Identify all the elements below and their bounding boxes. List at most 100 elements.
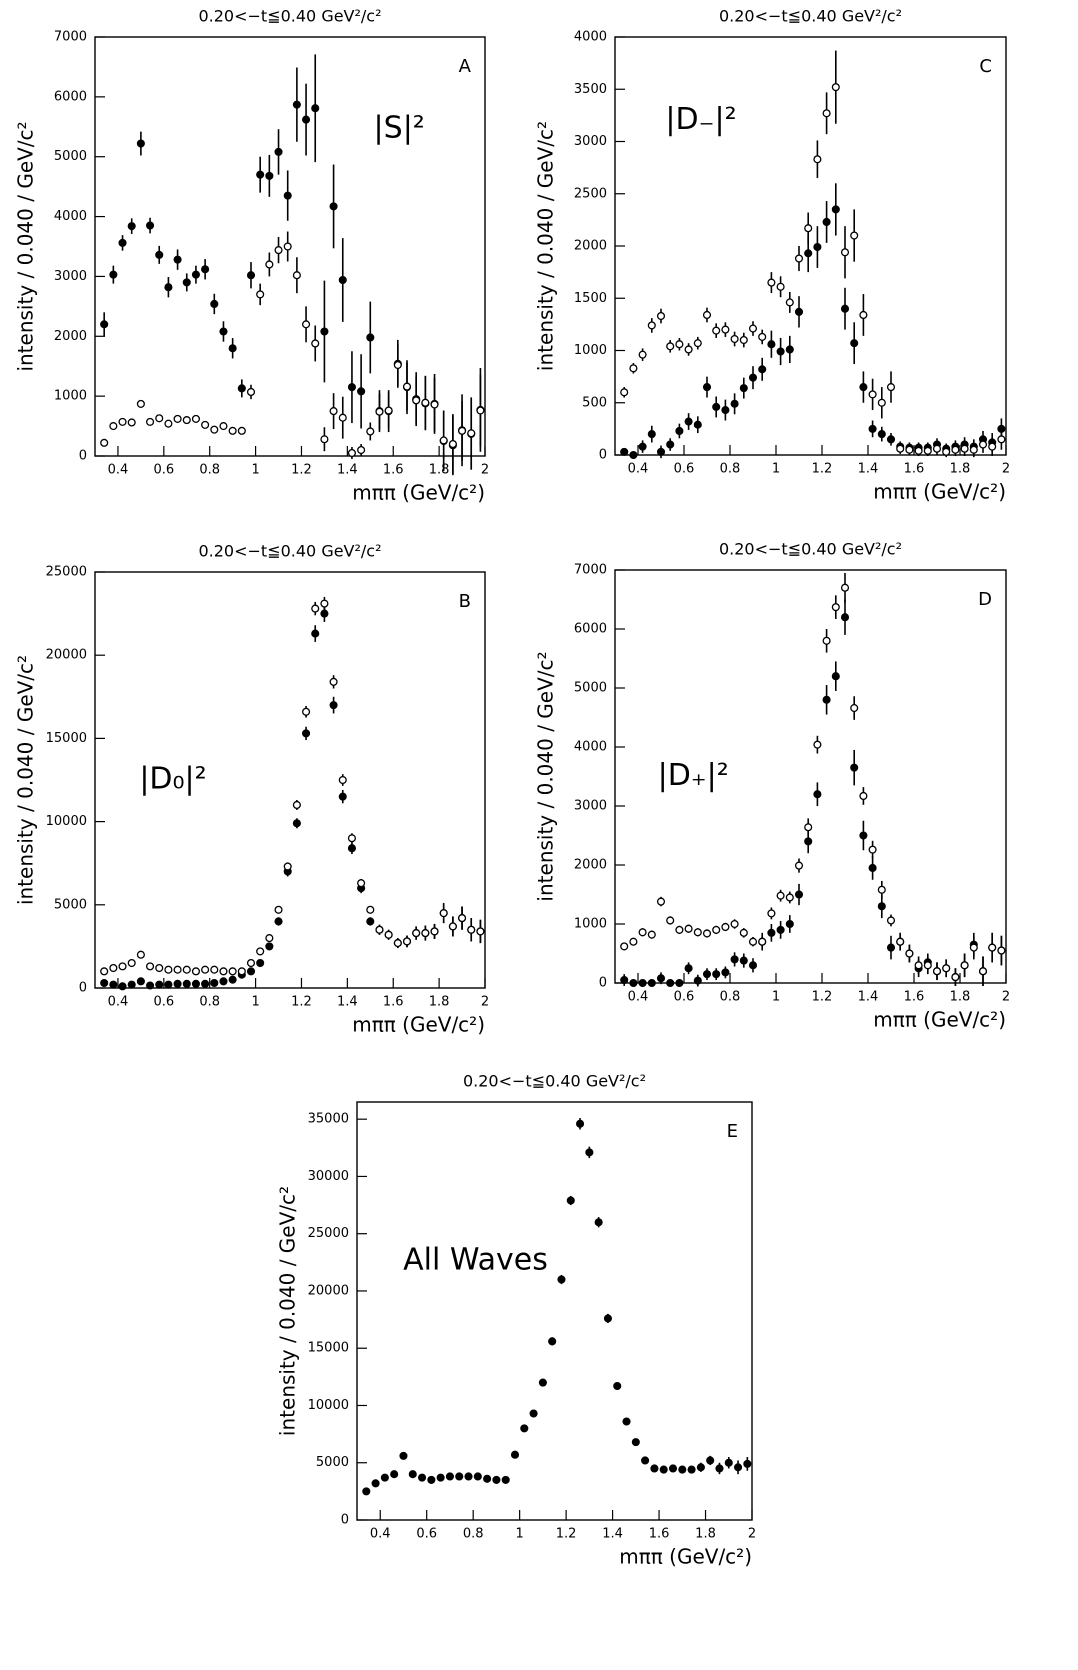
data-point [338, 275, 347, 285]
x-tick-label: 0.8 [720, 462, 741, 477]
data-point [219, 422, 228, 431]
data-point [721, 968, 730, 977]
data-point [329, 677, 338, 686]
data-point [136, 950, 145, 959]
data-point [127, 222, 136, 231]
chart-title: 0.20<−t≦0.40 GeV²/c² [198, 542, 381, 561]
data-point [638, 442, 647, 451]
data-point [421, 929, 430, 938]
data-point [246, 958, 256, 968]
data-point [320, 599, 329, 608]
chart-title: 0.20<−t≦0.40 GeV²/c² [198, 7, 381, 26]
data-point [712, 326, 721, 335]
data-point [656, 447, 666, 456]
data-point [748, 937, 758, 946]
data-point [997, 435, 1006, 444]
data-point [274, 147, 283, 156]
data-point [136, 139, 145, 148]
data-point [228, 344, 237, 353]
data-point [666, 440, 675, 449]
data-point [412, 929, 421, 938]
data-point [659, 1465, 668, 1474]
data-point [109, 270, 118, 279]
data-point [868, 390, 877, 399]
data-point [127, 958, 136, 968]
data-point [822, 636, 831, 645]
data-point [886, 943, 896, 952]
y-axis-label: intensity / 0.040 / GeV/c² [14, 655, 38, 905]
data-point [988, 442, 997, 451]
data-point [265, 171, 274, 180]
data-point [338, 413, 347, 422]
data-point [201, 265, 210, 274]
data-point [427, 1475, 436, 1484]
data-point [445, 1472, 454, 1481]
data-point [693, 420, 702, 429]
data-point [748, 324, 758, 333]
data-point [390, 1470, 399, 1479]
data-point [100, 320, 109, 329]
panel-label: D [978, 589, 992, 610]
data-point [850, 704, 859, 713]
data-point [210, 965, 219, 974]
data-point [402, 382, 412, 391]
data-point [702, 970, 712, 979]
data-point [712, 402, 721, 411]
y-tick-label: 1500 [574, 291, 607, 306]
data-point [693, 976, 702, 985]
data-point [620, 388, 629, 397]
data-point [467, 429, 476, 438]
data-point [283, 862, 292, 871]
x-tick-label: 1 [251, 463, 259, 478]
data-point [629, 450, 638, 460]
data-point [146, 962, 155, 971]
x-tick-label: 1.8 [695, 1527, 716, 1542]
data-point [638, 350, 647, 359]
data-point [366, 333, 375, 342]
data-point [191, 414, 200, 423]
data-point [804, 837, 813, 846]
data-point [467, 925, 476, 934]
data-point [641, 1456, 650, 1465]
data-point [877, 430, 886, 439]
data-point [666, 916, 675, 925]
data-point [706, 1456, 715, 1465]
data-point [256, 947, 265, 956]
data-point [228, 426, 237, 435]
data-point [622, 1417, 631, 1426]
data-point [274, 917, 283, 926]
data-point [767, 928, 776, 937]
x-tick-label: 0.6 [674, 462, 695, 477]
data-point [631, 1438, 640, 1447]
data-point [712, 970, 721, 979]
y-tick-label: 20000 [46, 648, 87, 663]
data-point [237, 384, 246, 393]
data-point [455, 1472, 464, 1481]
data-point [311, 104, 320, 113]
data-point [548, 1337, 557, 1346]
data-point [127, 418, 136, 427]
data-point [292, 271, 301, 280]
data-point [638, 928, 647, 937]
data-point [476, 927, 485, 936]
y-tick-label: 20000 [308, 1283, 349, 1298]
data-point [164, 419, 173, 428]
data-point [127, 980, 136, 989]
annotation: |D₀|² [139, 762, 206, 797]
data-point [412, 396, 421, 405]
data-point [721, 922, 730, 931]
data-point [684, 964, 693, 973]
data-point [840, 304, 850, 313]
data-point [693, 928, 702, 937]
data-point [840, 613, 850, 622]
data-point [702, 310, 712, 320]
y-tick-label: 25000 [308, 1226, 349, 1241]
data-point [620, 447, 629, 456]
x-tick-label: 0.8 [199, 995, 220, 1010]
data-point [822, 109, 831, 118]
data-point [439, 909, 448, 918]
data-point [210, 978, 219, 988]
data-point [730, 955, 739, 964]
data-point [210, 425, 219, 434]
data-point [813, 790, 822, 799]
